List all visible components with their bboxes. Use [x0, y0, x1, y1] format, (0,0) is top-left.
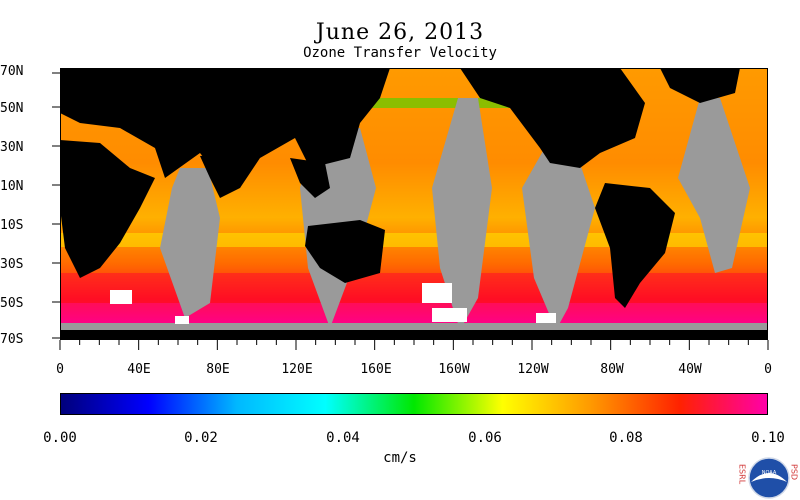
- colorbar-units: cm/s: [383, 450, 417, 466]
- colorbar-label-1: 0.02: [184, 430, 218, 446]
- africa-land: [60, 140, 155, 278]
- lon-label-120w: 120W: [517, 362, 549, 377]
- colorbar-label-0: 0.00: [43, 430, 77, 446]
- lon-label-0-east: 0: [764, 362, 772, 377]
- patch-5: [175, 316, 189, 324]
- saturated-patches: [110, 283, 556, 324]
- lat-label-30s: 30S: [0, 257, 24, 272]
- lat-label-50n: 50N: [0, 101, 24, 116]
- lon-label-80e: 80E: [206, 362, 230, 377]
- southeast-asia-land: [290, 158, 330, 198]
- south-america-land: [595, 183, 675, 308]
- lat-label-10n: 10N: [0, 179, 24, 194]
- colorbar-label-4: 0.08: [609, 430, 643, 446]
- australia-land: [305, 220, 385, 283]
- patch-3: [432, 308, 467, 322]
- north-america-land: [460, 68, 645, 168]
- global-ozone-map: [60, 68, 768, 340]
- map-title: June 26, 2013: [315, 20, 485, 45]
- lon-label-160e: 160E: [360, 362, 392, 377]
- colorbar-gradient: [60, 393, 768, 415]
- map-subtitle: Ozone Transfer Velocity: [303, 45, 497, 61]
- lon-label-0: 0: [56, 362, 64, 377]
- swath-3: [432, 98, 492, 330]
- patch-1: [110, 290, 132, 304]
- lat-label-30n: 30N: [0, 140, 24, 155]
- landmasses: [60, 68, 768, 340]
- swath-4: [522, 128, 595, 330]
- lon-label-40w: 40W: [678, 362, 702, 377]
- patch-4: [536, 313, 556, 323]
- colorbar-label-2: 0.04: [326, 430, 360, 446]
- lon-label-120e: 120E: [281, 362, 313, 377]
- southern-magenta-band: [60, 303, 768, 325]
- lon-label-40e: 40E: [127, 362, 151, 377]
- noaa-esrl-logo: ESRL NOAA PSD: [738, 457, 799, 499]
- swath-5: [678, 98, 750, 273]
- noaa-gull-icon: [751, 473, 787, 482]
- swath-1: [160, 168, 220, 318]
- map-frame: [60, 68, 768, 340]
- colorbar-label-5: 0.10: [751, 430, 785, 446]
- colorbar-frame: [60, 393, 768, 415]
- lat-label-50s: 50S: [0, 296, 24, 311]
- tropical-yellow-band: [60, 233, 768, 247]
- lat-label-70n: 70N: [0, 64, 24, 79]
- noaa-text: NOAA: [762, 470, 777, 476]
- colorbar-label-3: 0.06: [468, 430, 502, 446]
- psd-text: PSD: [790, 464, 799, 480]
- antarctica-land: [60, 330, 768, 340]
- lon-label-80w: 80W: [600, 362, 624, 377]
- colorbar: [60, 393, 768, 415]
- eurasia-land: [60, 68, 390, 188]
- lon-label-160w: 160W: [438, 362, 470, 377]
- lat-label-10s: 10S: [0, 218, 24, 233]
- indian-subcontinent: [200, 153, 250, 198]
- lat-label-70s: 70S: [0, 332, 24, 347]
- esrl-text: ESRL: [738, 464, 747, 485]
- patch-2: [422, 283, 452, 303]
- greenland-land: [660, 68, 740, 103]
